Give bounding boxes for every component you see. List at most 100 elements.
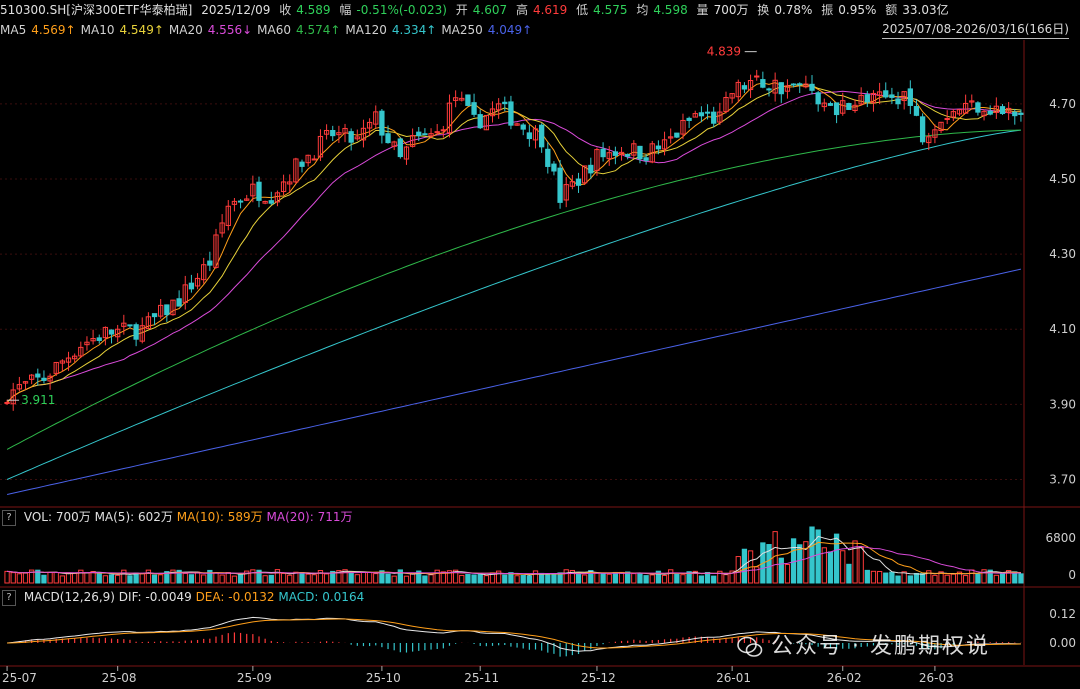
volume-bar — [59, 575, 66, 584]
x-tick-label-2: 25-09 — [237, 671, 272, 685]
candle-body — [452, 97, 459, 101]
x-tick-label-8: 26-03 — [919, 671, 954, 685]
candle-body — [108, 329, 115, 335]
candle-body — [256, 181, 262, 201]
candle-body — [219, 222, 225, 234]
candle-body — [754, 75, 760, 78]
y-tick-label-2: 4.30 — [1049, 247, 1076, 261]
volume-bar — [883, 572, 889, 584]
volume-bar — [176, 569, 182, 584]
volume-bar — [397, 569, 403, 584]
y-tick-label-5: 3.70 — [1049, 472, 1076, 486]
volume-bar — [280, 572, 287, 584]
volume-bar — [582, 574, 588, 584]
candle-body — [434, 131, 440, 134]
macd-dea: DEA: -0.0132 — [195, 590, 275, 604]
volume-bar — [434, 569, 440, 584]
candle-body — [827, 103, 834, 106]
candle-body — [674, 132, 680, 138]
candle-body — [446, 102, 453, 134]
candle-body — [668, 136, 674, 139]
candle-body — [495, 103, 502, 111]
candle-body — [698, 112, 705, 117]
kline-chart[interactable]: 4.70 4.50 4.30 4.10 3.90 3.70 4.839 3.911 6800 0 0… — [0, 40, 1080, 689]
volume-bar — [299, 572, 305, 584]
volume-bar — [10, 572, 16, 584]
candle-body — [268, 200, 274, 204]
candle-body — [526, 132, 533, 140]
volume-bar — [354, 574, 360, 584]
candle-body — [711, 111, 717, 124]
candle-body — [397, 138, 403, 158]
candle-body — [729, 93, 735, 99]
candle-body — [883, 90, 889, 98]
candle-body — [606, 152, 612, 160]
candle-body — [643, 157, 649, 161]
candle-body — [354, 136, 360, 140]
volume-bar — [495, 570, 502, 584]
candle-body — [305, 154, 311, 164]
volume-bar — [840, 550, 846, 584]
macd-title: MACD(12,26,9) — [23, 590, 115, 604]
candle-body — [127, 324, 133, 327]
low-annotation: 3.911 — [21, 393, 55, 407]
candle-body — [876, 91, 883, 96]
volume-bar — [551, 573, 557, 584]
candle-body — [901, 91, 907, 102]
volume-bar — [102, 575, 109, 584]
volume-bar — [360, 571, 367, 584]
ma-legend-value-1: 4.549↑ — [119, 23, 164, 37]
macd-help-button[interactable]: ? — [2, 589, 16, 606]
candle-body — [440, 129, 446, 132]
candle-body — [631, 143, 637, 156]
volume-bar — [133, 572, 139, 584]
volume-bar — [520, 574, 526, 584]
close-label: 收 — [279, 3, 292, 17]
candle-body — [895, 98, 901, 105]
candle-body — [821, 102, 827, 108]
macd-value: MACD: 0.0164 — [278, 590, 365, 604]
volume-bar — [446, 570, 453, 584]
candle-body — [797, 83, 803, 86]
volume-bar — [287, 574, 293, 584]
volume-help-button[interactable]: ? — [2, 509, 16, 526]
ma-legend: MA5 4.569↑ MA10 4.549↑ MA20 4.556↓ MA60 4.574↑ M… — [0, 20, 1080, 40]
volume-bar — [78, 569, 84, 584]
volume-bar — [508, 572, 514, 584]
candle-body — [864, 94, 870, 103]
candle-body — [625, 154, 631, 157]
ma-line-ma120 — [6, 129, 1021, 480]
volume-bar — [29, 569, 35, 584]
candle-body — [366, 121, 373, 129]
candle-body — [145, 316, 152, 330]
candle-body — [661, 139, 668, 150]
volume-bar — [563, 569, 569, 584]
candle-body — [428, 133, 434, 137]
volume-bar — [416, 570, 422, 584]
volume-bar — [477, 573, 483, 584]
volume-bar — [182, 572, 188, 584]
volume-bar — [913, 573, 920, 584]
volume-bar — [569, 569, 576, 584]
volume-bar — [643, 575, 649, 584]
volume-bar — [1005, 570, 1012, 584]
volume-bar — [96, 573, 102, 584]
quote-date: 2025/12/09 — [201, 3, 271, 17]
volume-bar — [649, 574, 655, 584]
amplitude-value: 0.95% — [838, 3, 877, 17]
volume-bar — [115, 574, 121, 584]
volume-bar — [471, 574, 477, 584]
candle-body — [514, 123, 520, 126]
volume-bar — [711, 575, 717, 584]
volume-bar — [145, 569, 152, 584]
high-label: 高 — [515, 3, 528, 17]
date-range-selector[interactable]: 2025/07/08-2026/03/16(166日) — [882, 20, 1069, 39]
volume-bar — [84, 572, 90, 584]
candle-body — [858, 94, 864, 105]
candle-body — [250, 183, 256, 197]
volume-tick-1: 0 — [1068, 568, 1076, 582]
volume-bar — [864, 569, 870, 584]
volume-bar — [268, 574, 274, 584]
volume-tick-0: 6800 — [1045, 531, 1076, 545]
volume-bar — [655, 570, 662, 584]
